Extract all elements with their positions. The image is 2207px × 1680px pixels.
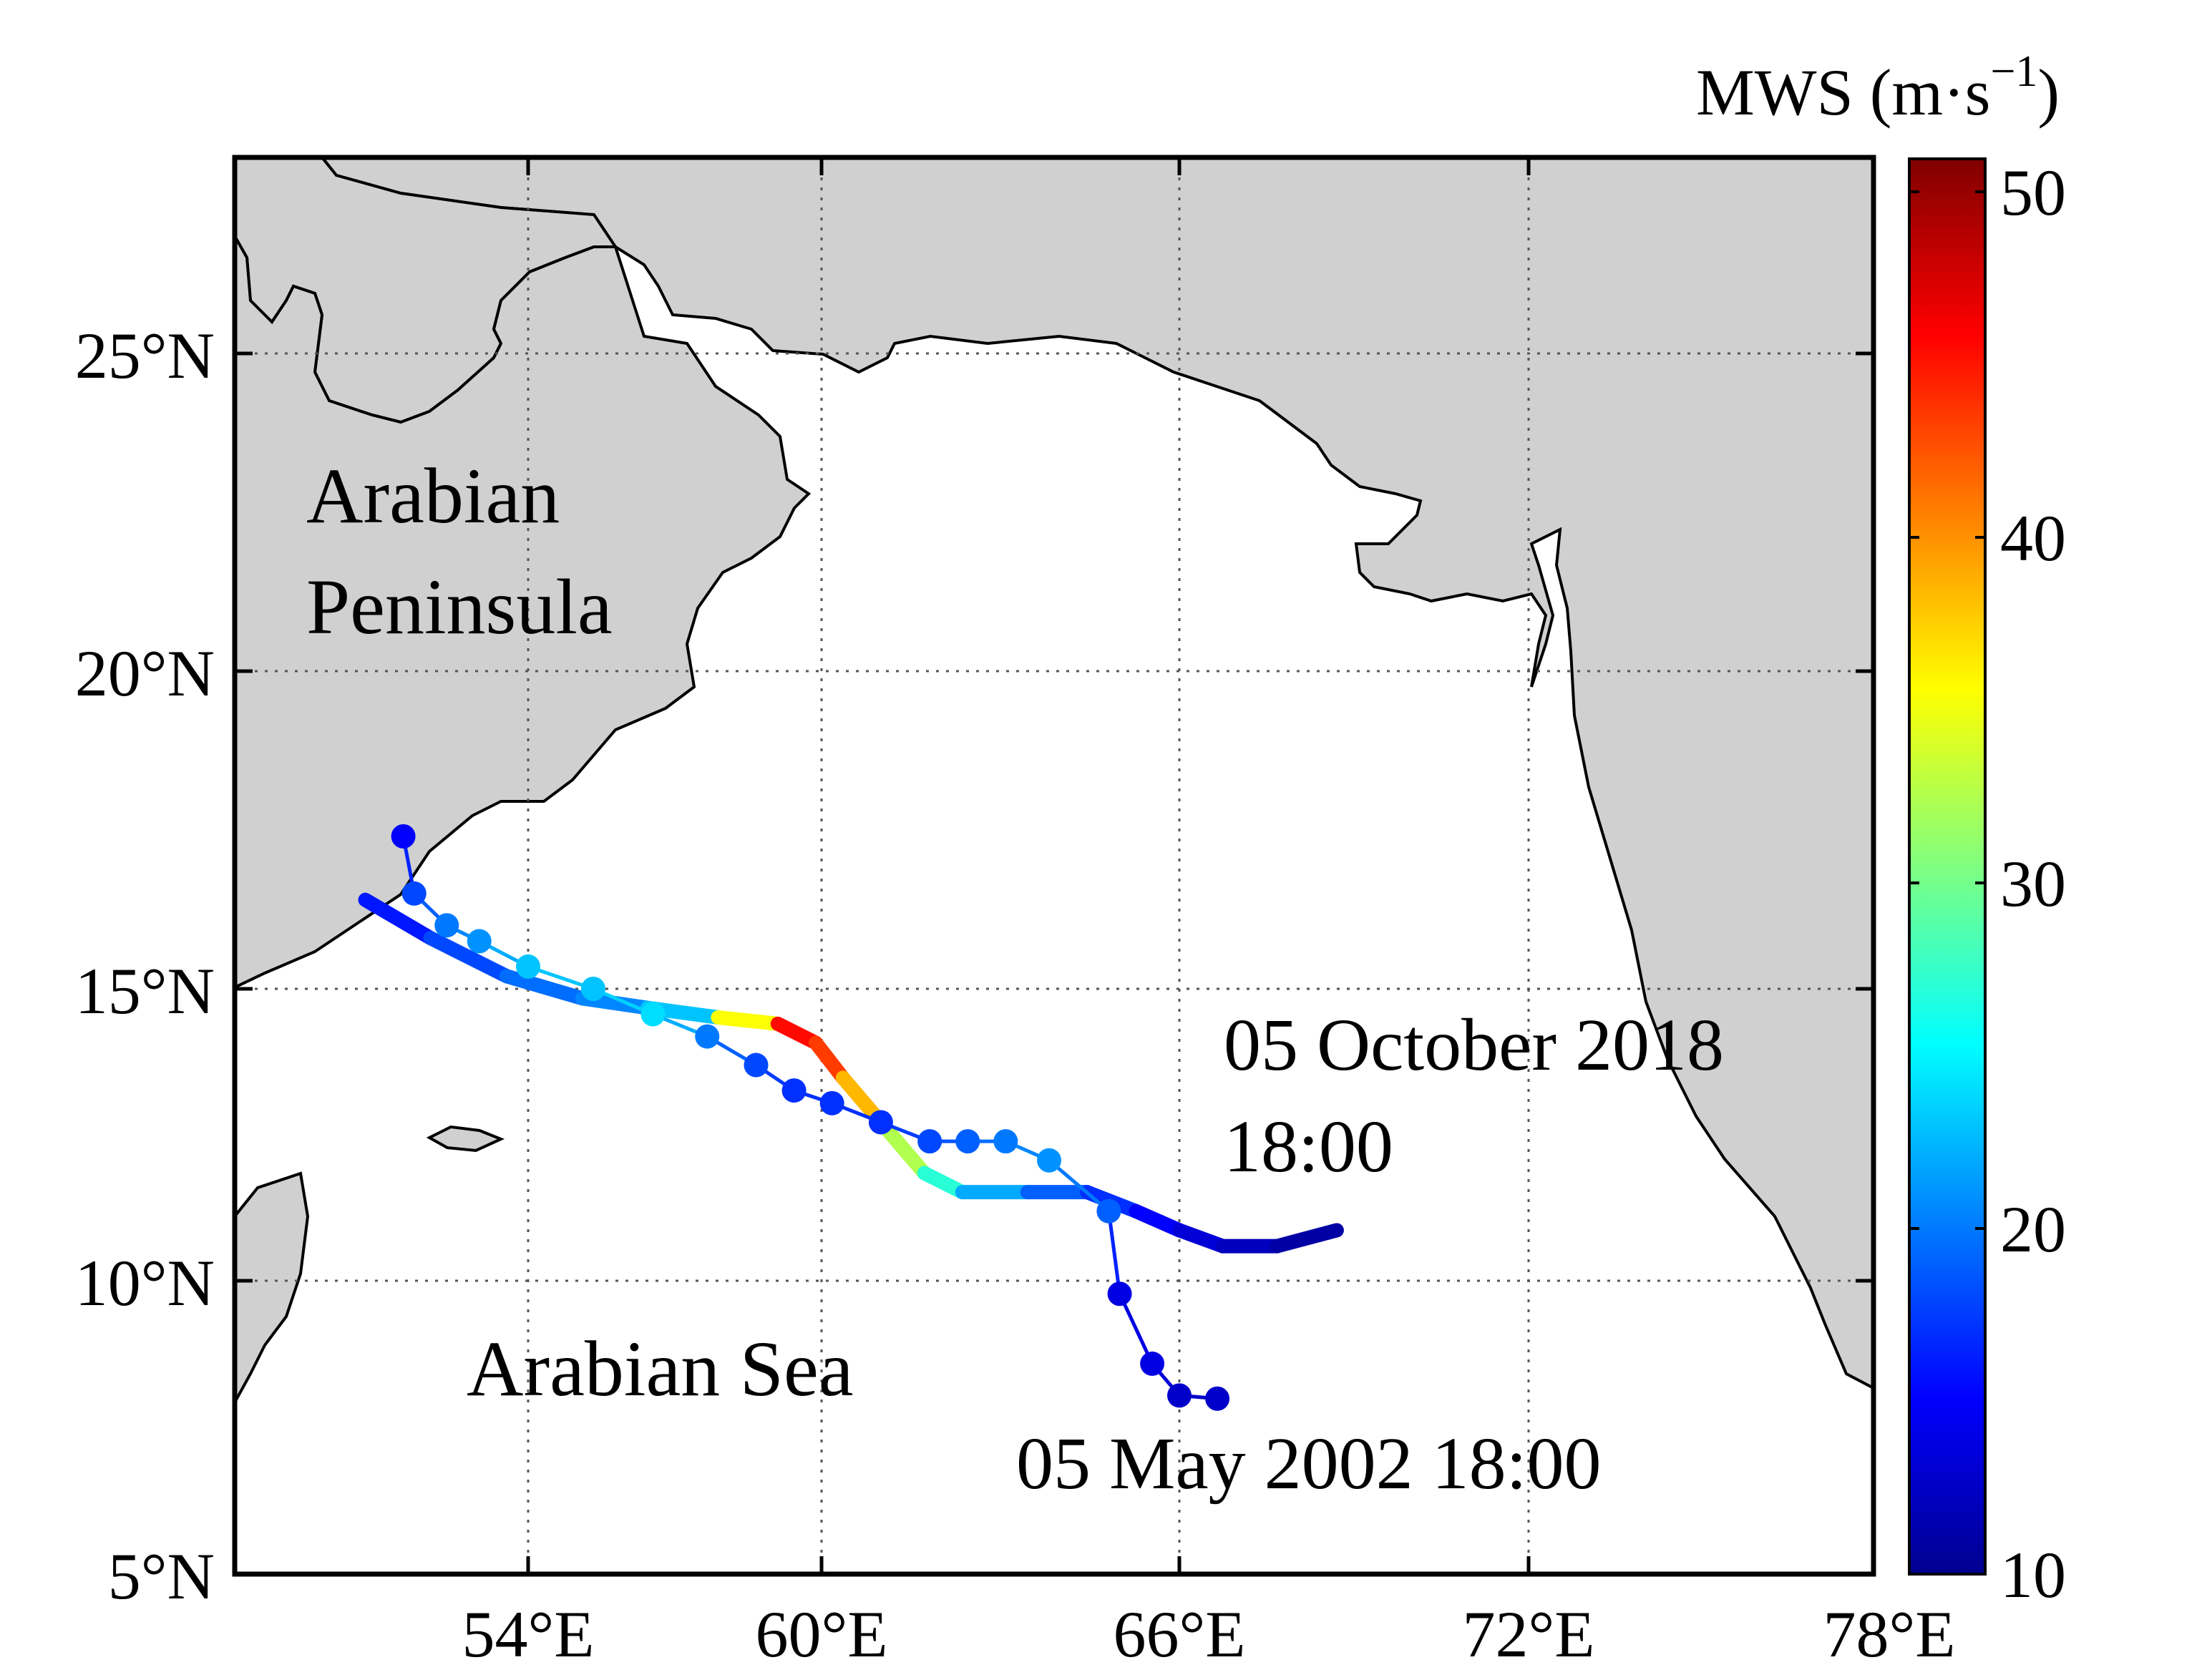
lat-tick-15n: 15°N bbox=[75, 954, 215, 1027]
colorbar-title-exponent: −1 bbox=[1990, 47, 2037, 96]
label-arabian: Arabian bbox=[306, 452, 560, 539]
track-2-point bbox=[640, 1002, 666, 1027]
label-arabian-sea: Arabian Sea bbox=[467, 1325, 854, 1412]
track-1-segment bbox=[1270, 1223, 1344, 1254]
lat-tick-25n: 25°N bbox=[75, 319, 215, 392]
map-frame bbox=[232, 155, 1876, 1577]
track-2-point bbox=[917, 1129, 942, 1154]
lat-gridlines bbox=[235, 352, 1874, 1282]
annotation-2018-date: 05 October 2018 bbox=[1224, 1004, 1724, 1086]
lon-tick-60e: 60°E bbox=[756, 1598, 888, 1671]
lat-tick-20n: 20°N bbox=[75, 637, 215, 710]
track-2-point bbox=[1107, 1281, 1132, 1307]
cyclone-tracks bbox=[358, 824, 1344, 1411]
track-2-point bbox=[1096, 1198, 1121, 1224]
lon-tick-78e: 78°E bbox=[1823, 1598, 1956, 1671]
annotation-2002: 05 May 2002 18:00 bbox=[1016, 1422, 1602, 1505]
track-1-segment bbox=[499, 969, 590, 1006]
track-1-segment bbox=[711, 1010, 785, 1031]
socotra-island bbox=[426, 1125, 505, 1153]
track-1-segment bbox=[808, 1035, 850, 1085]
track-2-point bbox=[819, 1090, 844, 1115]
track-2-point bbox=[1037, 1148, 1061, 1173]
colorbar-tick-10: 10 bbox=[2000, 1538, 2066, 1611]
colorbar bbox=[1908, 157, 1987, 1576]
lon-tick-labels: 54°E 60°E 66°E 72°E 78°E bbox=[462, 1598, 1956, 1671]
colorbar-tick-labels: 50 40 30 20 10 bbox=[2000, 156, 2066, 1611]
track-2-point bbox=[1205, 1386, 1230, 1411]
annotation-2018-time: 18:00 bbox=[1224, 1105, 1393, 1188]
lon-tick-54e: 54°E bbox=[462, 1598, 595, 1671]
label-peninsula: Peninsula bbox=[306, 563, 613, 650]
track-2-point bbox=[391, 824, 416, 849]
track-2-point bbox=[1140, 1351, 1165, 1376]
lon-tick-72e: 72°E bbox=[1463, 1598, 1595, 1671]
colorbar-ticks bbox=[1909, 190, 1985, 1230]
track-1-segment bbox=[1172, 1223, 1230, 1254]
track-1-segment bbox=[1129, 1203, 1187, 1238]
lat-tick-labels: 25°N 20°N 15°N 10°N 5°N bbox=[75, 319, 215, 1613]
track-2-point bbox=[955, 1129, 980, 1154]
colorbar-title-close: ) bbox=[2037, 56, 2060, 129]
colorbar-tick-30: 30 bbox=[2000, 847, 2066, 920]
colorbar-tick-20: 20 bbox=[2000, 1193, 2066, 1266]
track-2-point bbox=[781, 1078, 807, 1103]
track-1-segment bbox=[423, 930, 514, 984]
track-2-point bbox=[868, 1110, 893, 1135]
track-2-point bbox=[467, 929, 492, 954]
track-2-segment bbox=[1047, 1158, 1111, 1213]
colorbar-tick-50: 50 bbox=[2000, 156, 2066, 229]
lon-tick-66e: 66°E bbox=[1114, 1598, 1246, 1671]
track-2-point bbox=[401, 881, 427, 906]
track-1-segment bbox=[358, 892, 438, 945]
track-2-point bbox=[434, 913, 459, 938]
axis-tick-marks bbox=[235, 157, 1874, 1574]
arabian-peninsula-mainland bbox=[235, 157, 812, 990]
track-2-point bbox=[993, 1129, 1018, 1154]
track-2-point bbox=[695, 1024, 720, 1049]
track-2-segment bbox=[1106, 1209, 1122, 1296]
horn-of-africa bbox=[235, 1171, 310, 1403]
track-2-point bbox=[1167, 1383, 1192, 1408]
track-2-point bbox=[581, 977, 605, 1001]
track-2-segment bbox=[1118, 1291, 1154, 1366]
lat-tick-10n: 10°N bbox=[75, 1246, 215, 1319]
colorbar-tick-40: 40 bbox=[2000, 502, 2066, 575]
arabian-peninsula-landmass bbox=[235, 157, 1874, 1390]
lat-tick-5n: 5°N bbox=[108, 1540, 215, 1613]
track-2-point bbox=[516, 954, 540, 979]
colorbar-title: MWS (m·s−1) bbox=[1696, 47, 2060, 129]
track-2-point bbox=[744, 1053, 769, 1078]
colorbar-title-main: MWS (m·s bbox=[1696, 56, 1990, 129]
